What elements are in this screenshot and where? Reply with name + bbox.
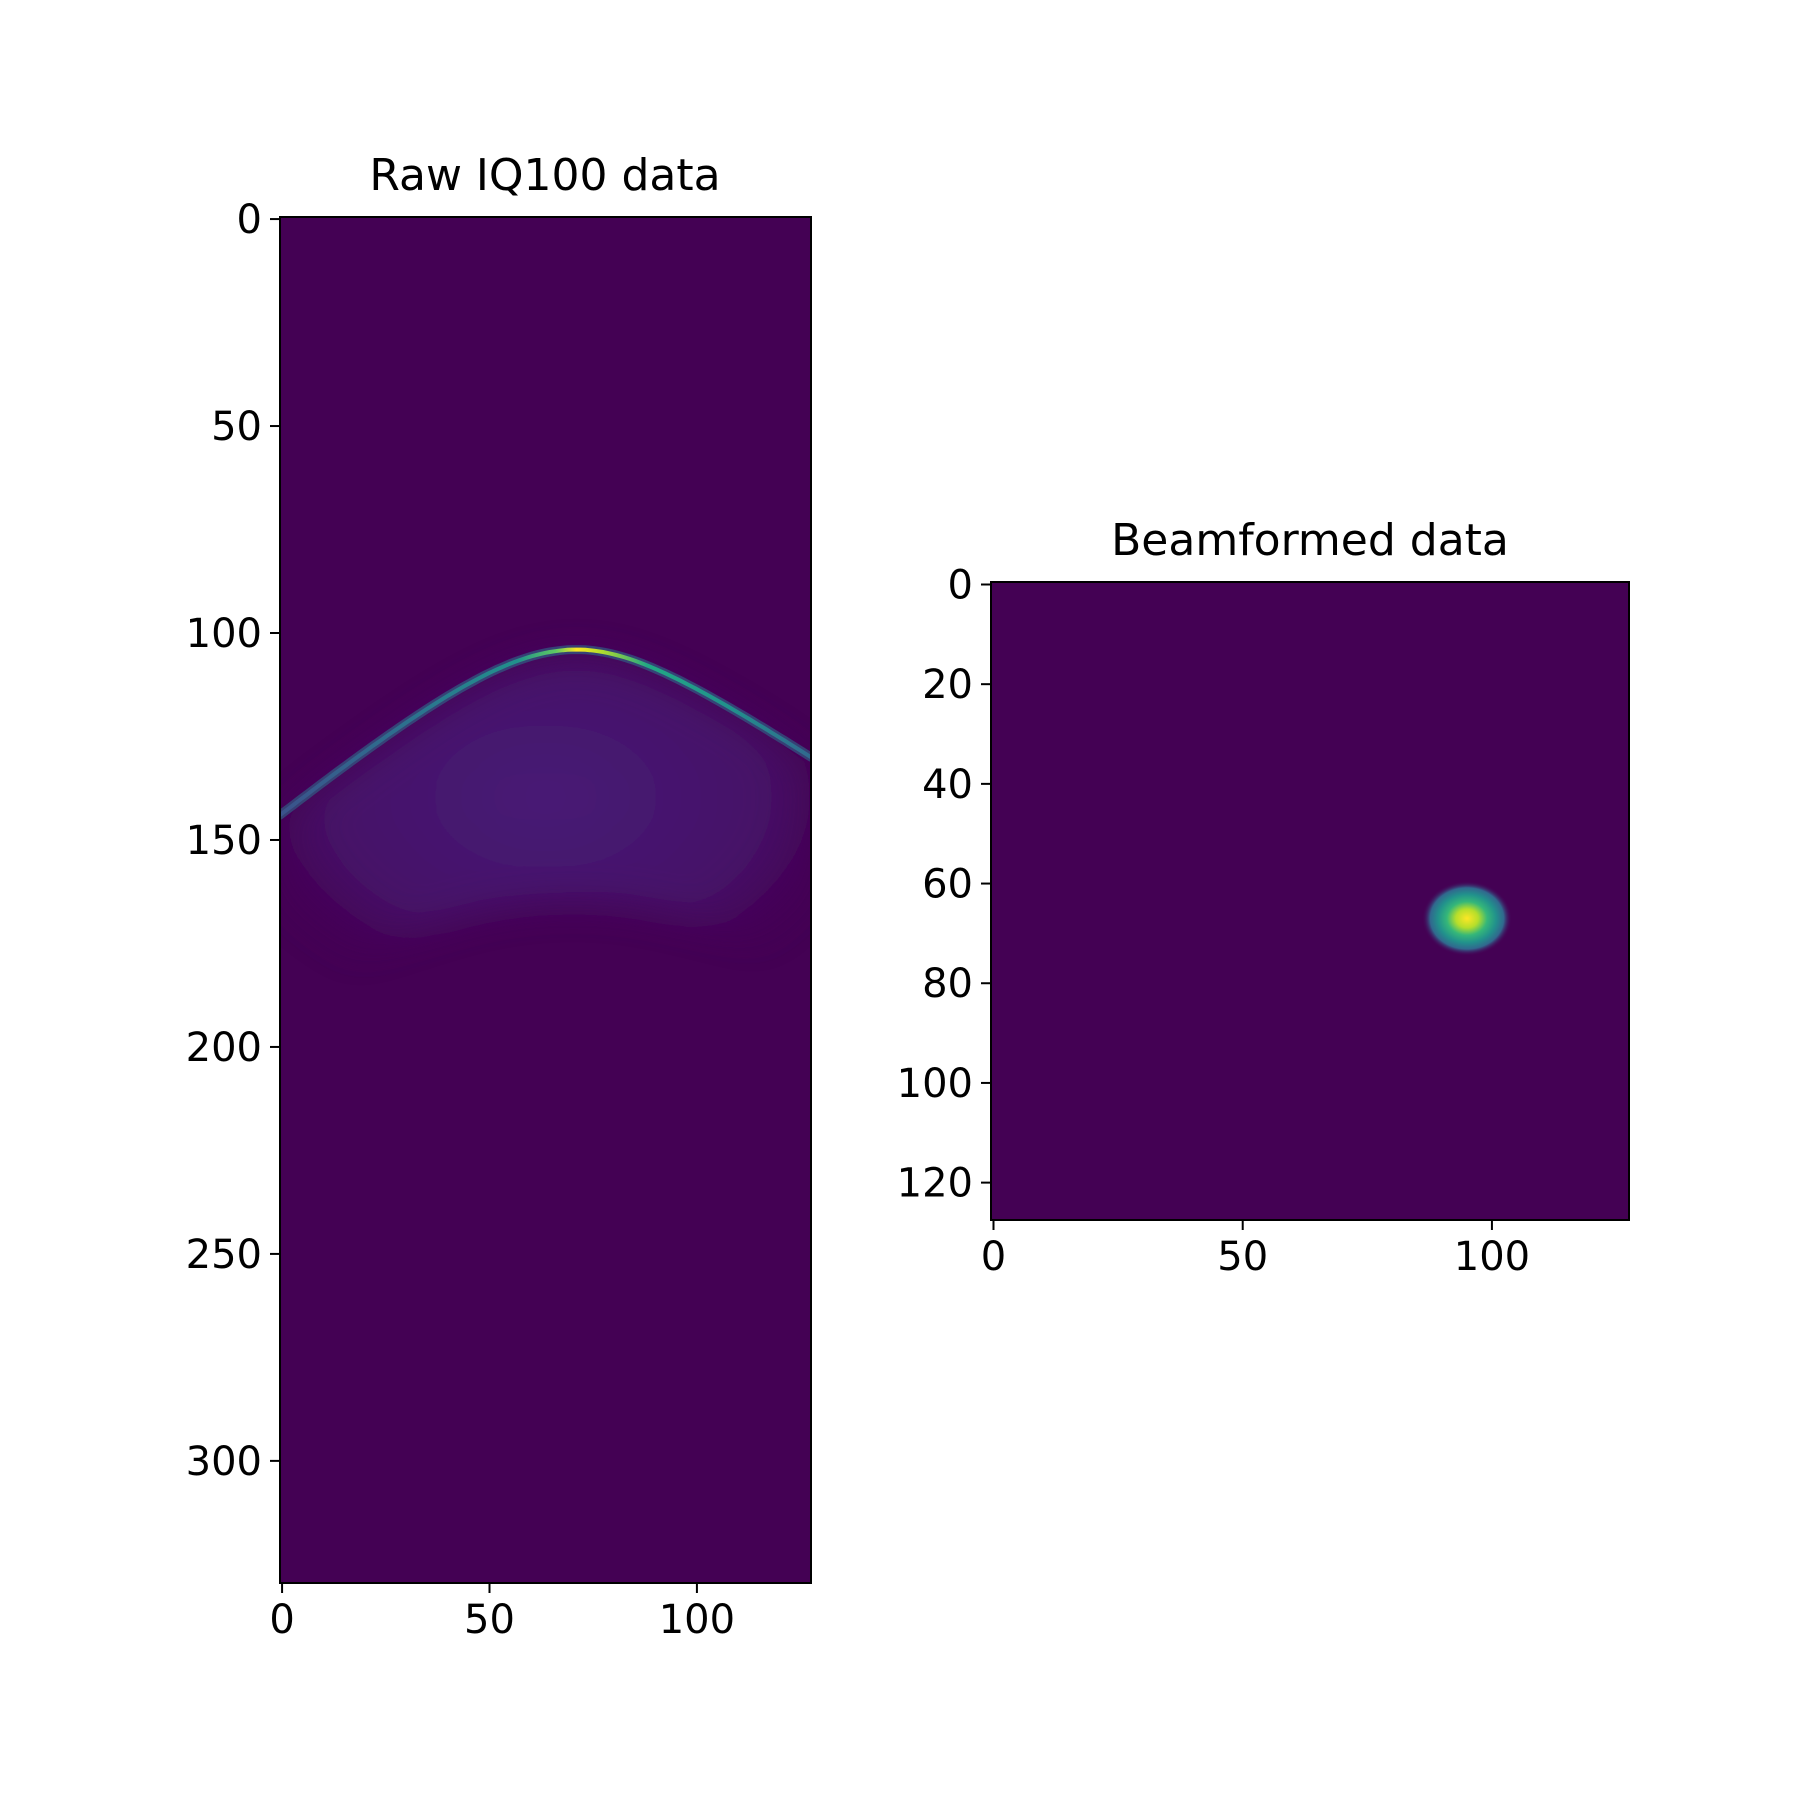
- beamformed-y-tick-label: 0: [948, 562, 973, 608]
- raw-iq-x-tick-label: 100: [659, 1597, 735, 1643]
- beamformed-panel: Beamformed data 0 50 100 0 20 40 60 80 100 120: [897, 515, 1630, 1280]
- beamformed-y-tick-label: 40: [922, 762, 973, 808]
- raw-iq-y-tick-label: 150: [186, 818, 262, 864]
- beamformed-y-tick-label: 100: [897, 1061, 973, 1107]
- raw-iq-arc: [280, 647, 811, 818]
- beamformed-y-axis: 0 20 40 60 80 100 120: [897, 562, 991, 1207]
- raw-iq-x-tick-label: 50: [464, 1597, 515, 1643]
- raw-iq-y-axis: 0 50 100 150 200 250 300: [186, 197, 280, 1485]
- beamformed-y-tick-label: 20: [922, 662, 973, 708]
- beamformed-frame: [990, 581, 1630, 1221]
- raw-iq-x-tick-label: 0: [269, 1597, 294, 1643]
- beamformed-x-tick-label: 50: [1217, 1234, 1268, 1280]
- beamformed-y-tick-label: 60: [922, 862, 973, 908]
- beamformed-x-tick-label: 100: [1454, 1234, 1530, 1280]
- beamformed-y-tick-label: 120: [897, 1161, 973, 1207]
- raw-iq-panel: Raw IQ100 data 0 50 100 0 50 100 150 200 250 300: [186, 150, 812, 1643]
- beamformed-x-tick-label: 0: [981, 1234, 1006, 1280]
- raw-iq-halo: [280, 657, 811, 1006]
- raw-iq-frame: [279, 216, 812, 1584]
- beamformed-x-axis: 0 50 100: [981, 1220, 1530, 1280]
- beamformed-background: [991, 582, 1629, 1220]
- raw-iq-y-tick-label: 100: [186, 611, 262, 657]
- raw-iq-y-tick-label: 200: [186, 1025, 262, 1071]
- raw-iq-x-axis: 0 50 100: [269, 1583, 735, 1643]
- raw-iq-y-tick-label: 250: [186, 1232, 262, 1278]
- beamformed-spot: [1422, 881, 1512, 956]
- beamformed-title: Beamformed data: [1111, 515, 1509, 566]
- raw-iq-title: Raw IQ100 data: [369, 150, 720, 201]
- raw-iq-y-tick-label: 300: [186, 1439, 262, 1485]
- raw-iq-y-tick-label: 0: [237, 197, 262, 243]
- raw-iq-y-tick-label: 50: [211, 404, 262, 450]
- beamformed-y-tick-label: 80: [922, 961, 973, 1007]
